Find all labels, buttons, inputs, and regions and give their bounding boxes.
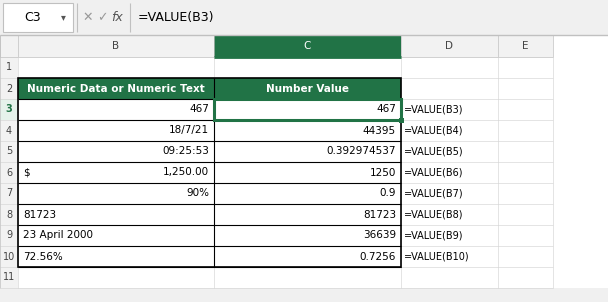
Text: C: C: [304, 41, 311, 51]
Text: =VALUE(B4): =VALUE(B4): [404, 126, 463, 136]
Bar: [18, 120, 553, 141]
Bar: [18, 57, 553, 78]
Text: =VALUE(B3): =VALUE(B3): [404, 104, 463, 114]
Text: =VALUE(B6): =VALUE(B6): [404, 168, 463, 178]
Bar: [0, 57, 18, 78]
Text: 09:25:53: 09:25:53: [162, 146, 209, 156]
Bar: [214, 35, 401, 57]
Text: 6: 6: [6, 168, 12, 178]
Text: =VALUE(B8): =VALUE(B8): [404, 210, 463, 220]
Text: 7: 7: [6, 188, 12, 198]
Text: =VALUE(B7): =VALUE(B7): [404, 188, 464, 198]
Text: 3: 3: [5, 104, 12, 114]
Text: 1: 1: [6, 63, 12, 72]
Text: 0.392974537: 0.392974537: [326, 146, 396, 156]
Bar: [18, 78, 553, 99]
Bar: [0, 204, 18, 225]
Bar: [0, 267, 18, 288]
Bar: [0, 141, 18, 162]
Bar: [18, 267, 553, 288]
Text: 90%: 90%: [186, 188, 209, 198]
Bar: [18, 246, 553, 267]
Text: 10: 10: [3, 252, 15, 262]
Text: 81723: 81723: [23, 210, 56, 220]
Bar: [0, 162, 18, 183]
Text: E: E: [522, 41, 529, 51]
Bar: [0, 78, 18, 99]
Bar: [553, 0, 608, 302]
Bar: [3, 3, 73, 32]
Text: 5: 5: [6, 146, 12, 156]
Bar: [3, 3, 73, 32]
Bar: [18, 162, 553, 183]
Text: 44395: 44395: [363, 126, 396, 136]
Text: D: D: [446, 41, 454, 51]
Text: 467: 467: [189, 104, 209, 114]
Text: 81723: 81723: [363, 210, 396, 220]
Bar: [0, 99, 18, 120]
Text: ✕: ✕: [83, 11, 93, 24]
Bar: [18, 78, 401, 267]
Text: 1250: 1250: [370, 168, 396, 178]
Bar: [0, 183, 18, 204]
Text: B: B: [112, 41, 120, 51]
Text: 23 April 2000: 23 April 2000: [23, 230, 93, 240]
Text: 0.7256: 0.7256: [359, 252, 396, 262]
Bar: [214, 78, 401, 99]
Text: 0.9: 0.9: [379, 188, 396, 198]
Text: 1,250.00: 1,250.00: [163, 168, 209, 178]
Bar: [18, 99, 553, 120]
Bar: [214, 99, 401, 120]
Bar: [0, 35, 608, 288]
Text: 467: 467: [376, 104, 396, 114]
Text: =VALUE(B3): =VALUE(B3): [138, 11, 215, 24]
Bar: [18, 78, 214, 99]
Bar: [18, 141, 553, 162]
Text: fx: fx: [111, 11, 123, 24]
Bar: [0, 120, 18, 141]
Bar: [0, 35, 553, 57]
Text: Numeric Data or Numeric Text: Numeric Data or Numeric Text: [27, 83, 205, 94]
Bar: [18, 225, 553, 246]
Text: 4: 4: [6, 126, 12, 136]
Text: $: $: [23, 168, 30, 178]
Text: ▾: ▾: [61, 12, 66, 23]
Bar: [18, 183, 553, 204]
Bar: [0, 225, 18, 246]
Text: Number Value: Number Value: [266, 83, 349, 94]
Text: C3: C3: [24, 11, 41, 24]
Text: 2: 2: [6, 83, 12, 94]
Text: 72.56%: 72.56%: [23, 252, 63, 262]
Text: =VALUE(B5): =VALUE(B5): [404, 146, 464, 156]
Bar: [18, 204, 553, 225]
Text: ✓: ✓: [97, 11, 107, 24]
Text: =VALUE(B9): =VALUE(B9): [404, 230, 463, 240]
Text: 8: 8: [6, 210, 12, 220]
Bar: [0, 246, 18, 267]
Text: =VALUE(B10): =VALUE(B10): [404, 252, 469, 262]
Bar: [0, 0, 608, 35]
Text: 36639: 36639: [363, 230, 396, 240]
Bar: [0, 288, 553, 302]
Bar: [0, 99, 18, 120]
Text: 18/7/21: 18/7/21: [169, 126, 209, 136]
Bar: [399, 118, 404, 123]
Text: 9: 9: [6, 230, 12, 240]
Text: 11: 11: [3, 272, 15, 282]
